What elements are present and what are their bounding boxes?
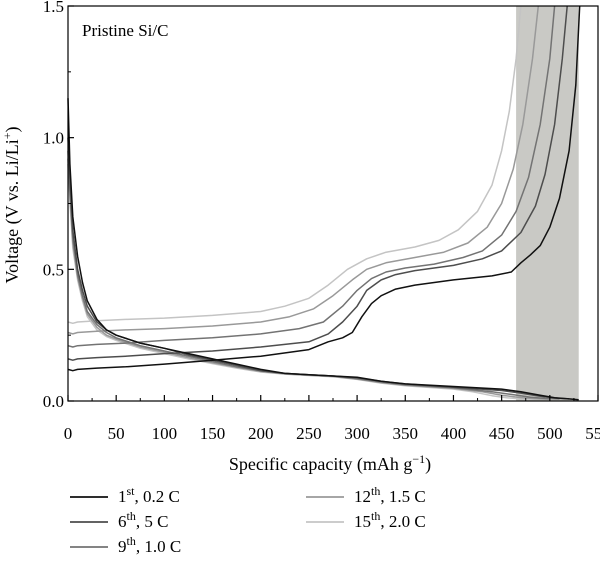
legend: 1st, 0.2 C 6th, 5 C 9th, 1.0 C 12th, 1.5 C 1… <box>70 484 426 556</box>
x-tick-label: 50 <box>108 424 125 443</box>
x-tick-label: 150 <box>200 424 226 443</box>
x-tick-label: 300 <box>344 424 370 443</box>
y-axis-title: Voltage (V vs. Li/Li+) <box>0 126 23 283</box>
legend-label-4: 12th, 1.5 C <box>354 484 426 506</box>
x-tick-label: 450 <box>489 424 515 443</box>
legend-label-5: 15th, 2.0 C <box>354 509 426 531</box>
legend-label-1: 1st, 0.2 C <box>118 484 180 506</box>
x-tick-label: 550 <box>585 424 600 443</box>
x-tick-label: 250 <box>296 424 322 443</box>
series-line-2-discharge <box>67 137 570 400</box>
x-tick-label: 200 <box>248 424 274 443</box>
x-tick-label: 500 <box>537 424 563 443</box>
y-tick-label: 1.5 <box>43 0 64 16</box>
shaded-region <box>516 6 579 401</box>
axes: 0 50 100 150 200 250 300 350 400 450 500 550 0.0 0.5 1… <box>43 0 600 443</box>
x-tick-label: 0 <box>64 424 73 443</box>
plot-area <box>67 5 581 401</box>
series-line-3-discharge <box>67 150 560 400</box>
y-tick-label: 1.0 <box>43 129 64 148</box>
x-tick-label: 400 <box>441 424 467 443</box>
series-line-1-charge <box>67 5 581 372</box>
y-tick-label: 0.0 <box>43 392 64 411</box>
series-line-4-charge <box>67 5 540 335</box>
legend-label-2: 6th, 5 C <box>118 509 168 531</box>
series-line-4-discharge <box>67 158 550 400</box>
y-tick-label: 0.5 <box>43 260 64 279</box>
x-axis-title: Specific capacity (mAh g−1) <box>229 452 431 475</box>
x-tick-label: 350 <box>393 424 419 443</box>
chart-annotation: Pristine Si/C <box>82 21 168 40</box>
series-line-1-discharge <box>67 98 579 401</box>
series-line-3-charge <box>67 5 556 348</box>
series-line-5-discharge <box>67 163 536 401</box>
series-line-5-charge <box>67 5 522 325</box>
legend-label-3: 9th, 1.0 C <box>118 534 181 556</box>
series-line-2-charge <box>67 5 568 361</box>
x-tick-label: 100 <box>152 424 178 443</box>
